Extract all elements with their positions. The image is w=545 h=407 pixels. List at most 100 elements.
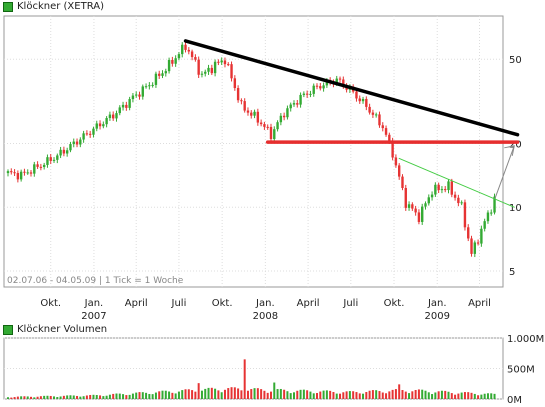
price-candle [213, 61, 217, 74]
price-candle [10, 171, 13, 173]
volume-y-tick-label: 1.000M [507, 334, 544, 345]
price-candle [118, 107, 121, 114]
price-candle [128, 99, 131, 108]
volume-legend: Klöckner Volumen [3, 324, 107, 336]
volume-bar [33, 397, 36, 399]
volume-bar [263, 390, 266, 399]
price-candle [447, 181, 450, 191]
volume-bar [431, 394, 434, 399]
price-candle [49, 157, 52, 161]
price-candle [457, 197, 460, 204]
price-candle [355, 91, 358, 99]
price-candle [13, 172, 16, 174]
price-candle [342, 79, 345, 87]
price-y-tick-label: 50 [509, 55, 522, 66]
volume-bar [417, 389, 420, 399]
x-month-label: Juli [342, 298, 358, 309]
price-candle [371, 112, 375, 115]
price-candle [95, 123, 98, 129]
price-candle [72, 141, 75, 145]
price-candle [296, 103, 299, 105]
volume-bar [398, 384, 401, 399]
volume-bar [207, 387, 210, 399]
price-candle [384, 128, 388, 135]
x-month-label: Juli [171, 298, 187, 309]
x-month-label: Okt. [384, 298, 405, 309]
price-candle [322, 85, 325, 89]
volume-bar [309, 391, 312, 399]
volume-bar [470, 392, 473, 399]
price-candle [315, 85, 319, 87]
volume-bar [299, 389, 302, 399]
price-candle [243, 101, 246, 111]
price-candle [476, 242, 480, 244]
price-candle [391, 140, 394, 158]
volume-bar [79, 396, 82, 399]
price-candle [319, 86, 322, 89]
volume-bar [279, 388, 282, 399]
price-candle [59, 149, 62, 156]
price-candle [404, 187, 407, 208]
volume-bar [463, 392, 466, 399]
volume-bar [72, 395, 75, 399]
volume-bar [85, 395, 88, 399]
price-candle [246, 110, 250, 113]
volume-bar [145, 392, 148, 399]
price-candle [223, 60, 227, 65]
volume-bar [151, 394, 154, 399]
volume-bar [276, 389, 279, 399]
volume-bar [391, 389, 394, 399]
price-candle [335, 78, 338, 85]
x-month-label: April [125, 298, 148, 309]
volume-bar [335, 393, 338, 399]
price-candle [424, 203, 427, 207]
volume-bar [358, 393, 361, 399]
volume-bar [457, 393, 460, 399]
volume-bar [191, 390, 194, 399]
price-candle [256, 111, 260, 123]
price-candle [82, 133, 85, 140]
volume-bar [385, 393, 388, 399]
price-candle [263, 124, 266, 127]
price-candle [361, 98, 365, 102]
volume-bar [49, 395, 52, 399]
volume-bar [36, 396, 39, 399]
price-legend: Klöckner (XETRA) [3, 1, 104, 13]
price-candle [29, 172, 33, 174]
volume-bar [233, 387, 236, 399]
volume-bar [365, 392, 368, 399]
volume-bar [316, 393, 319, 399]
price-candle [453, 194, 457, 198]
price-candle [240, 100, 243, 102]
price-candle [141, 86, 144, 97]
price-candle [23, 171, 26, 173]
volume-bar [460, 392, 463, 399]
volume-bar [23, 396, 26, 399]
price-candle [217, 61, 220, 63]
x-month-label: April [297, 298, 320, 309]
volume-bar [200, 390, 203, 399]
volume-bar [283, 389, 286, 399]
volume-chart-title: Klöckner Volumen [17, 324, 108, 335]
price-candle [65, 150, 69, 154]
price-candle [98, 123, 102, 127]
volume-bar [362, 393, 365, 399]
volume-bar [135, 392, 138, 399]
price-candle [427, 197, 430, 204]
volume-bar [118, 393, 121, 399]
volume-bar [164, 390, 167, 399]
price-candle [467, 227, 470, 239]
volume-bar [467, 392, 470, 399]
price-candle [46, 157, 49, 165]
volume-bar [388, 391, 391, 399]
volume-bar [312, 393, 315, 399]
volume-bar [368, 390, 371, 399]
price-candle [394, 157, 398, 166]
price-candle [444, 189, 447, 191]
volume-bar [168, 391, 171, 399]
volume-bar [220, 392, 223, 399]
arrow-shaft [494, 145, 515, 199]
price-candle [440, 189, 444, 191]
price-candle [52, 159, 56, 161]
volume-bar [454, 394, 457, 399]
